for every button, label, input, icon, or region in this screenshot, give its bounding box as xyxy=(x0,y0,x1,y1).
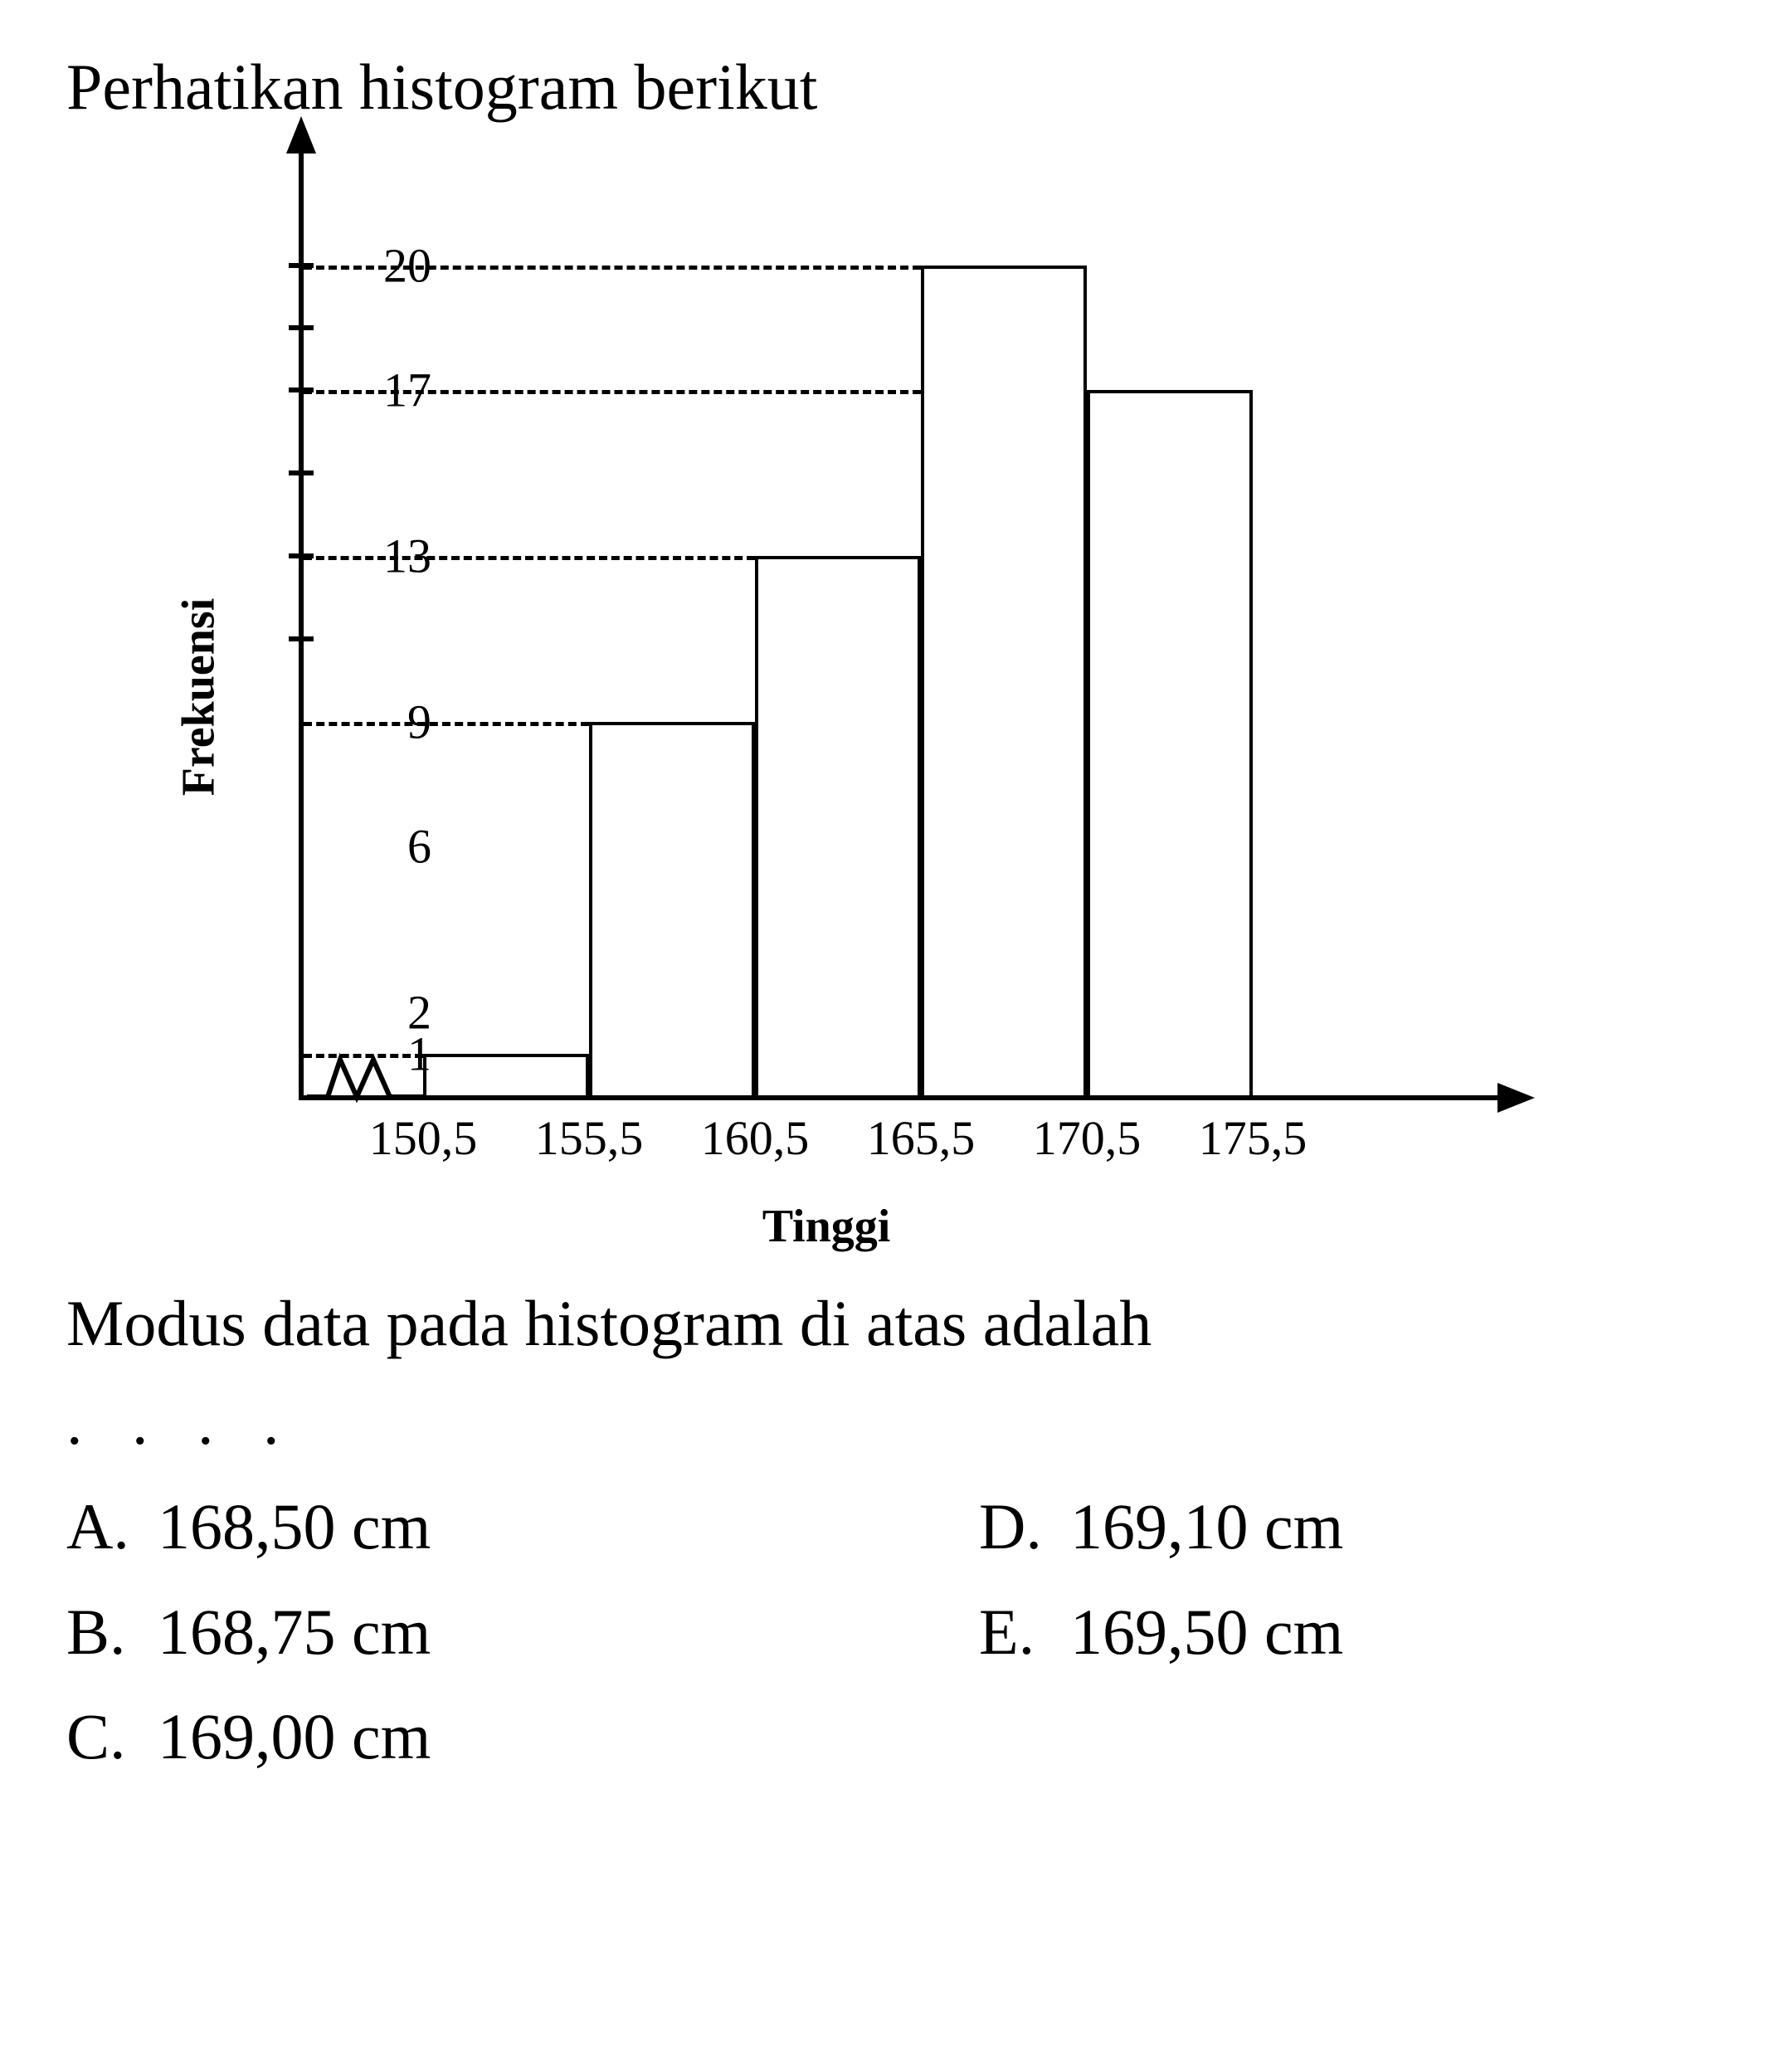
x-axis-label: Tinggi xyxy=(762,1200,891,1253)
histogram-bar xyxy=(423,1054,589,1095)
reference-line xyxy=(304,556,755,560)
y-tick-label: 6 xyxy=(407,819,431,875)
option-text: 168,50 cm xyxy=(158,1484,431,1568)
y-tick-label: 17 xyxy=(383,363,431,418)
y-tick-mark xyxy=(289,388,314,392)
option-text: 169,10 cm xyxy=(1070,1484,1343,1568)
x-tick-label: 175,5 xyxy=(1199,1110,1307,1166)
option-text: 169,00 cm xyxy=(158,1694,431,1778)
answer-option[interactable]: E.169,50 cm xyxy=(979,1590,1726,1674)
option-letter: C. xyxy=(66,1694,158,1778)
answer-options: A.168,50 cmB.168,75 cmC.169,00 cm D.169,… xyxy=(66,1484,1726,1799)
option-letter: B. xyxy=(66,1590,158,1674)
option-letter: E. xyxy=(979,1590,1070,1674)
option-letter: A. xyxy=(66,1484,158,1568)
y-tick-mark xyxy=(289,553,314,558)
histogram-bar xyxy=(1087,390,1253,1095)
x-tick-label: 170,5 xyxy=(1033,1110,1142,1166)
y-tick-label: 13 xyxy=(383,529,431,584)
y-axis-arrow-icon xyxy=(286,116,316,154)
y-axis-label: Frekuensi xyxy=(172,598,225,797)
option-text: 168,75 cm xyxy=(158,1590,431,1674)
question-text: Modus data pada histogram di atas adalah xyxy=(66,1278,1726,1368)
x-tick-label: 165,5 xyxy=(867,1110,976,1166)
y-tick-label: 9 xyxy=(407,695,431,750)
histogram-bar xyxy=(921,266,1087,1095)
options-left-column: A.168,50 cmB.168,75 cmC.169,00 cm xyxy=(66,1484,979,1799)
x-tick-label: 150,5 xyxy=(369,1110,478,1166)
x-axis-arrow-icon xyxy=(1497,1083,1535,1113)
y-mid-tick-mark xyxy=(289,636,314,641)
y-tick-label: 1 xyxy=(407,1026,431,1082)
histogram-bar xyxy=(755,556,921,1095)
reference-line xyxy=(304,1054,423,1058)
y-tick-mark xyxy=(289,263,314,268)
histogram-bar xyxy=(589,722,755,1095)
reference-line xyxy=(304,722,589,726)
options-right-column: D.169,10 cmE.169,50 cm xyxy=(979,1484,1726,1799)
y-axis-line xyxy=(299,141,304,1095)
answer-option[interactable]: B.168,75 cm xyxy=(66,1590,979,1674)
answer-option[interactable]: C.169,00 cm xyxy=(66,1694,979,1778)
question-title: Perhatikan histogram berikut xyxy=(66,50,1726,124)
y-mid-tick-mark xyxy=(289,470,314,475)
answer-option[interactable]: D.169,10 cm xyxy=(979,1484,1726,1568)
x-axis-line xyxy=(299,1095,1502,1100)
y-tick-label: 20 xyxy=(383,238,431,294)
option-text: 169,50 cm xyxy=(1070,1590,1343,1674)
histogram-chart: Frekuensi 2017139621150,5155,5160,5165,5… xyxy=(149,158,1560,1236)
x-tick-label: 155,5 xyxy=(535,1110,644,1166)
y-mid-tick-mark xyxy=(289,325,314,330)
question-dots: . . . . xyxy=(66,1385,1726,1460)
x-tick-label: 160,5 xyxy=(701,1110,810,1166)
option-letter: D. xyxy=(979,1484,1070,1568)
plot-area: 2017139621150,5155,5160,5165,5170,5175,5 xyxy=(299,183,1502,1095)
answer-option[interactable]: A.168,50 cm xyxy=(66,1484,979,1568)
